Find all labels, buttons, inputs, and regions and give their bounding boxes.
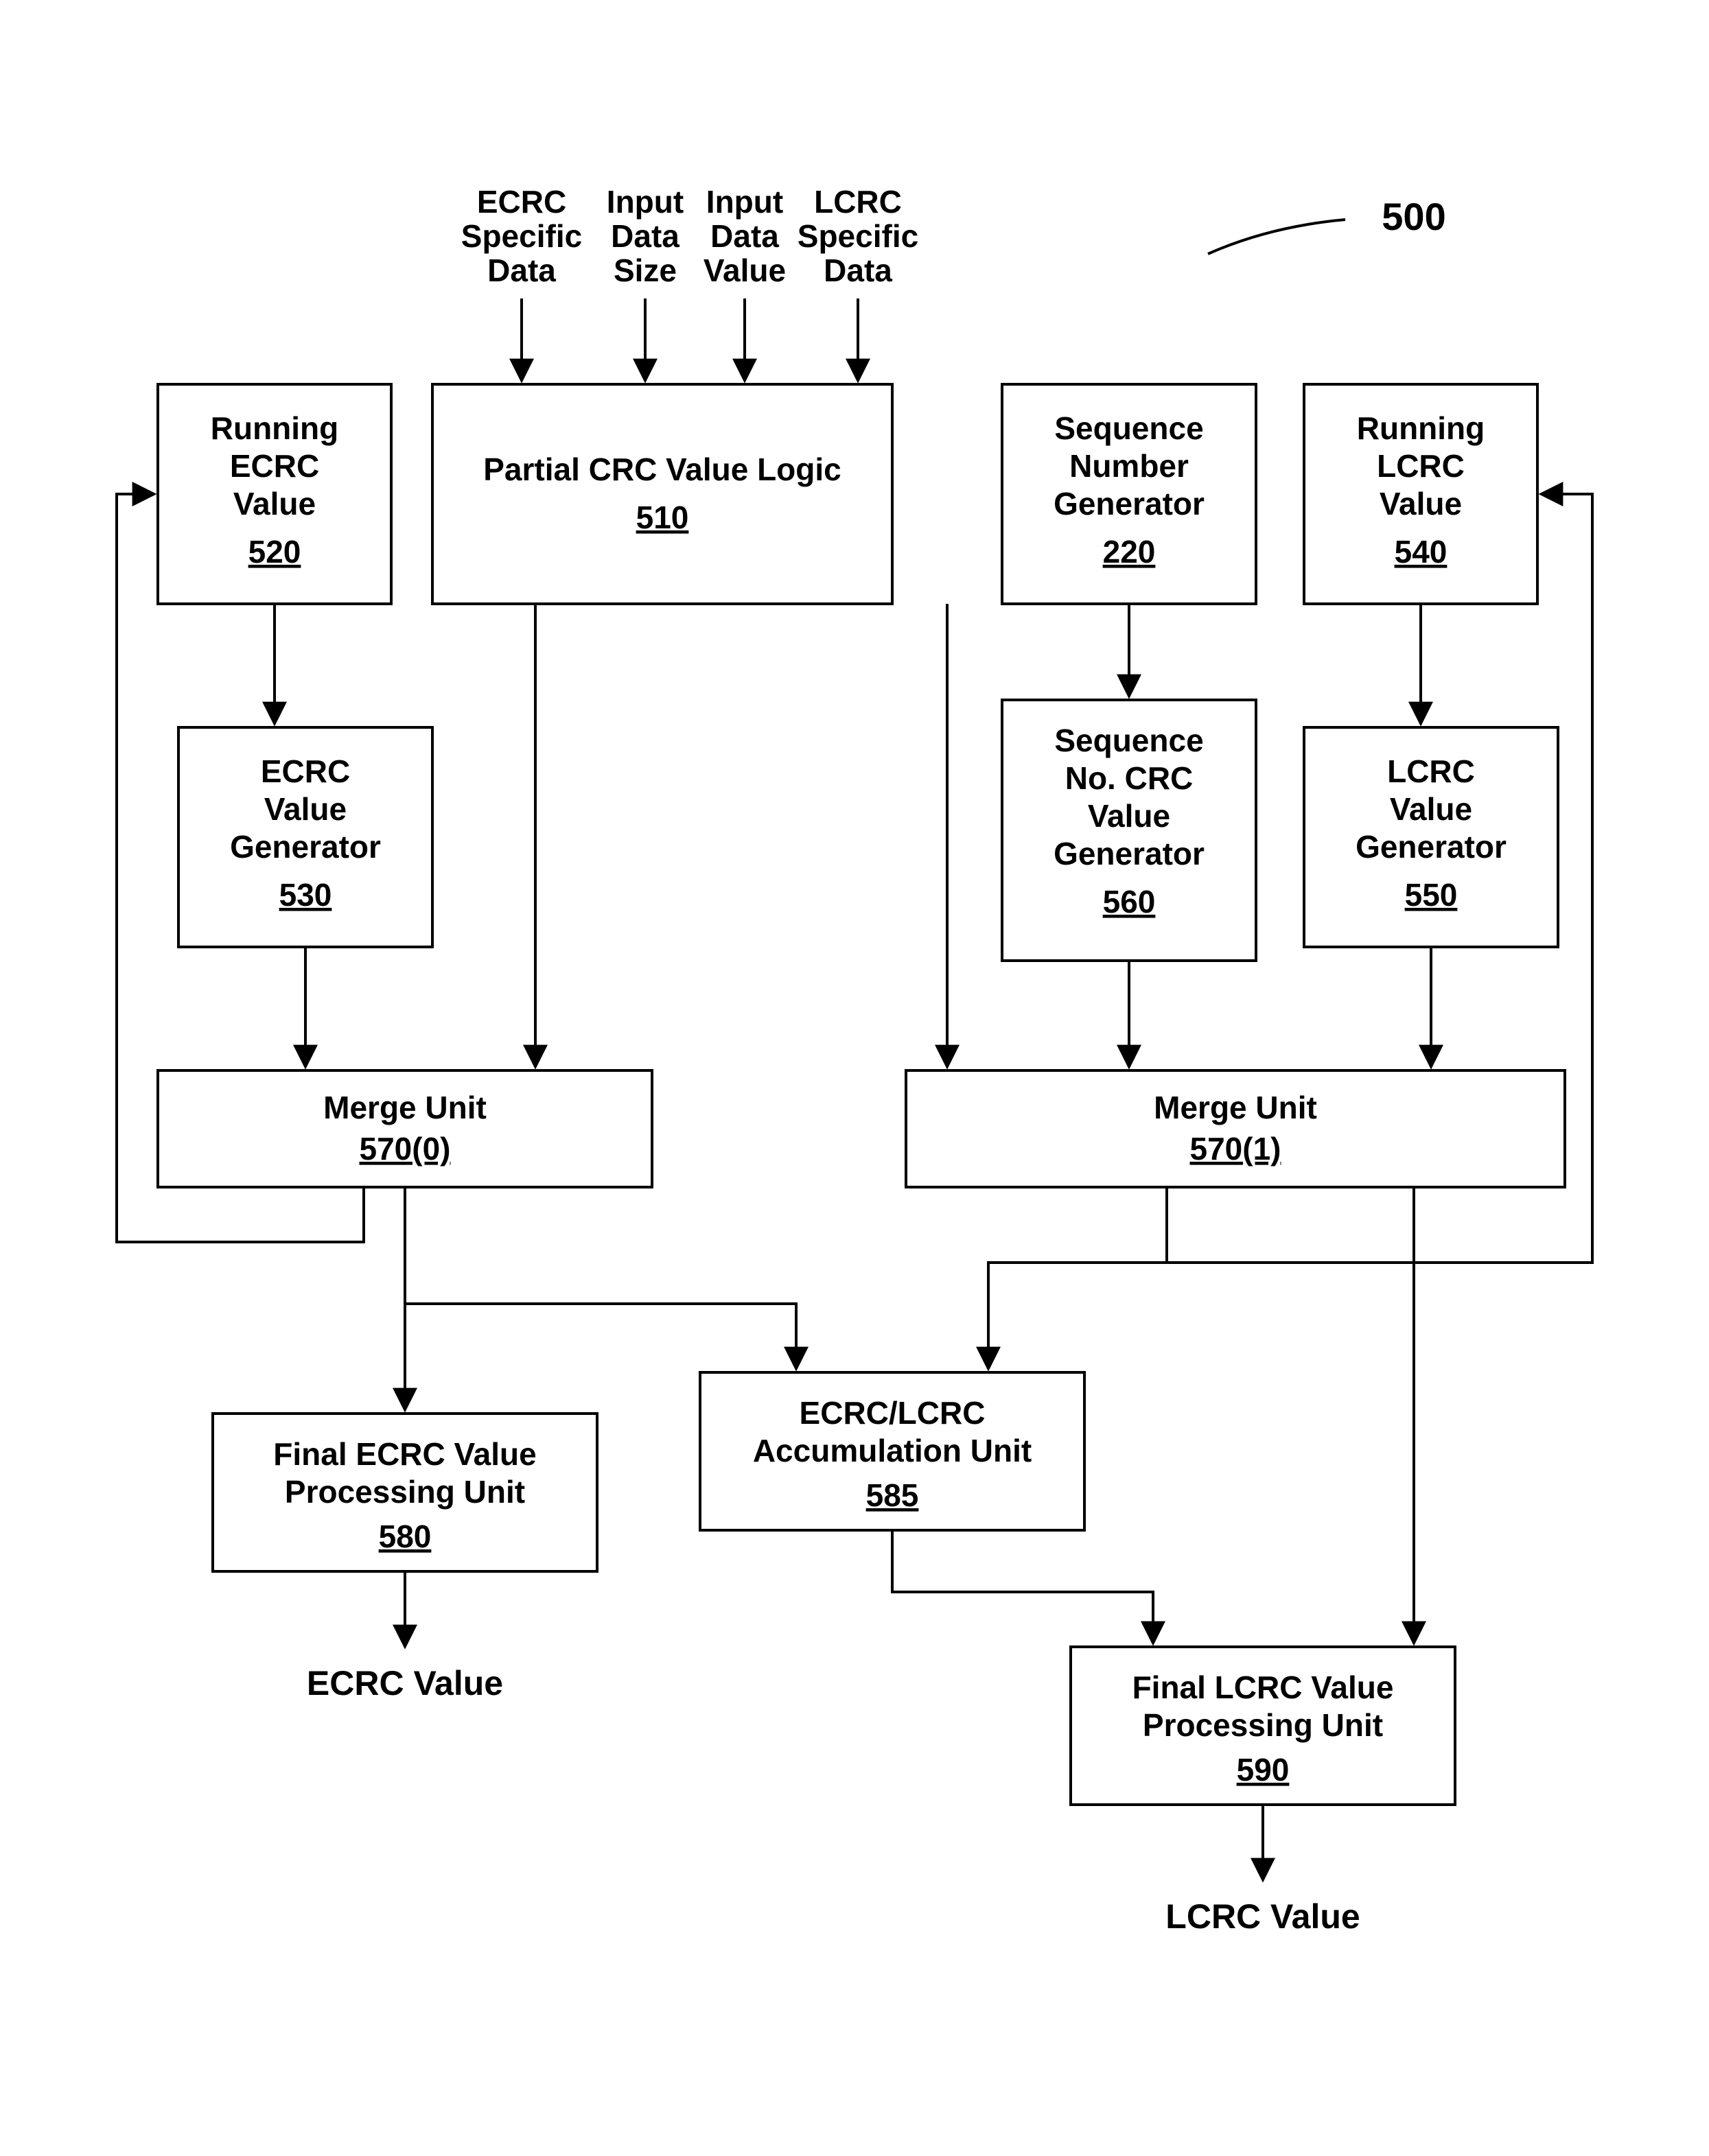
box-560-num: 560 [1103,884,1156,919]
box-540-l2: LCRC [1377,448,1465,484]
box-590-l1: Final LCRC Value [1132,1669,1394,1705]
diagram-canvas: 500 ECRC Specific Data Input Data Size I… [0,0,1709,2156]
box-520-l2: ECRC [230,448,319,484]
box-220-num: 220 [1103,534,1156,570]
box-550-num: 550 [1405,877,1458,913]
box-590-num: 590 [1237,1752,1290,1788]
box-220-l3: Generator [1054,486,1205,522]
box-585-l1: ECRC/LCRC [800,1395,986,1431]
input-4-line2: Specific [798,218,918,254]
input-2-line1: Input [607,184,684,220]
box-530-l1: ECRC [261,753,350,789]
figure-leader [1208,220,1345,254]
box-580-l2: Processing Unit [285,1474,525,1510]
box-550-l2: Value [1390,791,1472,827]
box-570-1-l1: Merge Unit [1154,1090,1317,1125]
output-ecrc: ECRC Value [307,1664,503,1702]
box-580-l1: Final ECRC Value [273,1436,536,1472]
output-lcrc: LCRC Value [1165,1897,1360,1936]
input-3-line2: Data [710,218,779,254]
box-220-l1: Sequence [1054,410,1203,446]
box-560-l3: Value [1088,798,1170,834]
box-570-1 [906,1070,1565,1187]
box-510-num: 510 [636,500,689,535]
input-1-line2: Specific [461,218,582,254]
arrow-585-590 [892,1530,1153,1643]
box-540-l3: Value [1380,486,1462,522]
box-520-l1: Running [211,410,339,446]
input-2-line2: Data [611,218,679,254]
input-2-line3: Size [614,253,677,288]
box-520-num: 520 [248,534,301,570]
box-540-l1: Running [1357,410,1485,446]
box-560-l4: Generator [1054,836,1205,871]
input-1-line3: Data [487,253,556,288]
box-530-l3: Generator [230,829,381,865]
box-570-1-num: 570(1) [1190,1131,1281,1167]
box-540-num: 540 [1395,534,1448,570]
arrow-570-0-585 [405,1304,796,1369]
box-585-l2: Accumulation Unit [753,1433,1032,1468]
box-585-num: 585 [866,1477,919,1513]
box-530-l2: Value [264,791,347,827]
box-510 [432,384,892,604]
input-4-line3: Data [824,253,892,288]
input-4-line1: LCRC [814,184,902,220]
input-3-line3: Value [704,253,786,288]
box-570-0-l1: Merge Unit [323,1090,487,1125]
arrow-570-1-585 [988,1263,1167,1369]
box-560-l1: Sequence [1054,723,1203,758]
box-580-num: 580 [379,1519,432,1554]
input-labels: ECRC Specific Data Input Data Size Input… [461,184,918,288]
box-570-0-num: 570(0) [360,1131,451,1167]
figure-ref: 500 [1382,195,1445,238]
box-550-l3: Generator [1356,829,1507,865]
input-1-line1: ECRC [477,184,566,220]
box-550-l1: LCRC [1387,753,1475,789]
box-510-l1: Partial CRC Value Logic [483,452,841,487]
box-590-l2: Processing Unit [1143,1707,1383,1743]
box-530-num: 530 [279,877,332,913]
box-560-l2: No. CRC [1065,760,1194,796]
box-570-0 [158,1070,652,1187]
box-220-l2: Number [1069,448,1189,484]
input-3-line1: Input [706,184,783,220]
box-520-l3: Value [233,486,316,522]
